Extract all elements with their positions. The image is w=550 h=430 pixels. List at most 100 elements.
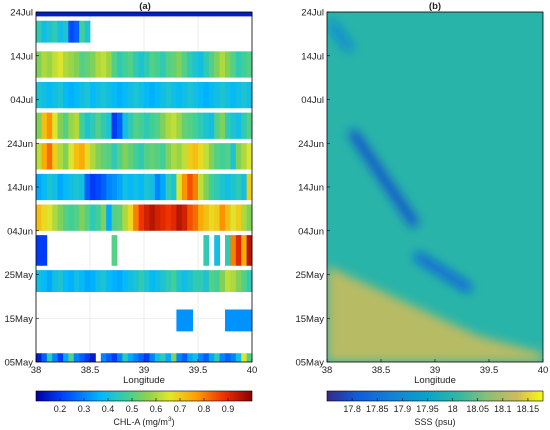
chl-cell <box>149 82 156 109</box>
chl-cell <box>187 173 193 201</box>
chl-cell <box>171 82 177 109</box>
chl-a-colorbar-tick-label: 0.9 <box>222 404 235 414</box>
chl-cell <box>225 12 231 17</box>
chl-cell <box>144 270 150 293</box>
chl-cell <box>52 270 58 293</box>
chl-cell <box>46 353 53 362</box>
chl-cell <box>225 309 231 332</box>
chl-cell <box>79 173 85 201</box>
chl-cell <box>52 112 58 139</box>
chl-cell <box>41 143 48 170</box>
chl-band-9 <box>36 51 253 78</box>
chl-a-colorbar-tick-label: 0.2 <box>54 404 67 414</box>
chl-cell <box>235 51 242 78</box>
chl-cell <box>225 82 231 109</box>
chl-cell <box>73 353 80 362</box>
chl-cell <box>122 143 129 170</box>
chl-cell <box>90 112 96 139</box>
chl-cell <box>106 353 112 362</box>
chl-cell <box>154 51 161 78</box>
chl-cell <box>187 51 193 78</box>
panel-a-y-tick-label: 15May <box>4 314 33 325</box>
chl-cell <box>176 173 183 201</box>
chl-cell <box>73 20 80 43</box>
chl-cell <box>219 353 226 362</box>
chl-cell <box>84 82 91 109</box>
chl-cell <box>241 309 247 332</box>
chl-cell <box>154 173 161 201</box>
chl-cell <box>214 82 220 109</box>
chl-cell <box>214 270 220 293</box>
chl-cell <box>235 235 242 266</box>
chl-cell <box>63 204 69 231</box>
chl-band-5 <box>36 173 253 201</box>
chl-a-colorbar-ramp <box>35 390 253 402</box>
chl-cell <box>187 112 193 139</box>
chl-cell <box>84 143 91 170</box>
chl-cell <box>208 204 215 231</box>
chl-cell <box>208 12 215 17</box>
chl-cell <box>160 173 166 201</box>
chl-cell <box>144 353 150 362</box>
chl-cell <box>230 309 237 332</box>
chl-cell <box>160 112 166 139</box>
chl-cell <box>133 204 139 231</box>
chl-cell <box>219 12 226 17</box>
sss-colorbar-label: SSS (psu) <box>414 417 455 427</box>
sss-colorbar-tick-label: 17.8 <box>343 404 361 414</box>
sss-southern-fresh-area <box>327 265 543 362</box>
chl-cell <box>154 112 161 139</box>
panel-a-y-ticks: 05May 15May 25May 04Jun 14Jun 24Jun 04Jul 14Jul… <box>4 8 39 369</box>
chl-cell <box>208 143 215 170</box>
chl-cell <box>181 270 188 293</box>
chl-cell <box>192 12 199 17</box>
chl-cell <box>41 173 48 201</box>
sss-panel: (b) 05May 15May 25May 04Jun 14Jun 24Jun 04Jul 1… <box>295 1 548 386</box>
chl-cell <box>122 173 129 201</box>
chl-cell <box>90 51 96 78</box>
chl-cell <box>176 51 183 78</box>
chl-cell <box>241 353 247 362</box>
chl-a-colorbar-tick-label: 0.8 <box>198 404 211 414</box>
chl-cell <box>138 270 145 293</box>
chl-cell <box>241 204 247 231</box>
chl-cell <box>154 12 161 17</box>
panel-b-y-ticks: 05May 15May 25May 04Jun 14Jun 24Jun 04Jul 14Jul… <box>295 8 330 369</box>
chl-cell <box>176 82 183 109</box>
chl-cell <box>106 143 112 170</box>
chl-cell <box>187 12 193 17</box>
chl-cell <box>138 51 145 78</box>
chl-cell <box>235 270 242 293</box>
chl-cell <box>176 143 183 170</box>
chl-cell <box>165 204 172 231</box>
chl-cell <box>230 353 237 362</box>
chl-cell <box>111 12 118 17</box>
chl-cell <box>57 173 64 201</box>
chl-cell <box>106 12 112 17</box>
chl-cell <box>73 112 80 139</box>
chl-cell <box>230 51 237 78</box>
chl-cell <box>165 143 172 170</box>
chl-cell <box>46 173 53 201</box>
chl-cell <box>181 82 188 109</box>
chl-cell <box>46 12 53 17</box>
chl-cell <box>138 12 145 17</box>
chl-cell <box>52 51 58 78</box>
chl-cell <box>57 112 64 139</box>
chl-cell <box>176 12 183 17</box>
chl-cell <box>41 353 48 362</box>
chl-cell <box>57 270 64 293</box>
chl-cell <box>165 51 172 78</box>
chl-cell <box>192 51 199 78</box>
chl-cell <box>149 270 156 293</box>
chl-cell <box>241 173 247 201</box>
chl-cell <box>246 204 253 231</box>
chl-cell <box>214 51 220 78</box>
chl-cell <box>230 143 237 170</box>
chl-cell <box>235 309 242 332</box>
panel-b-y-tick-label: 04Jul <box>301 95 324 106</box>
chl-cell <box>160 353 166 362</box>
chl-cell <box>203 143 210 170</box>
chl-cell <box>79 270 85 293</box>
